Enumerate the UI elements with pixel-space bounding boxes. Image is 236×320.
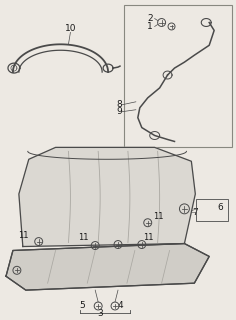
Text: 6: 6 xyxy=(217,203,223,212)
Text: 8: 8 xyxy=(116,100,122,109)
Text: 2: 2 xyxy=(147,14,153,23)
Text: 11: 11 xyxy=(143,233,153,242)
Bar xyxy=(196,199,228,221)
Text: 1: 1 xyxy=(147,22,153,31)
Polygon shape xyxy=(6,244,209,290)
Text: 3: 3 xyxy=(97,309,103,318)
Bar xyxy=(124,5,232,148)
Text: 11: 11 xyxy=(153,212,163,221)
Text: 4: 4 xyxy=(118,301,124,310)
Text: 7: 7 xyxy=(192,208,198,217)
Text: 10: 10 xyxy=(65,24,76,33)
Text: 11: 11 xyxy=(78,233,88,242)
Polygon shape xyxy=(19,148,195,246)
Text: 11: 11 xyxy=(18,231,29,240)
Text: 9: 9 xyxy=(116,107,122,116)
Text: 5: 5 xyxy=(80,301,85,310)
